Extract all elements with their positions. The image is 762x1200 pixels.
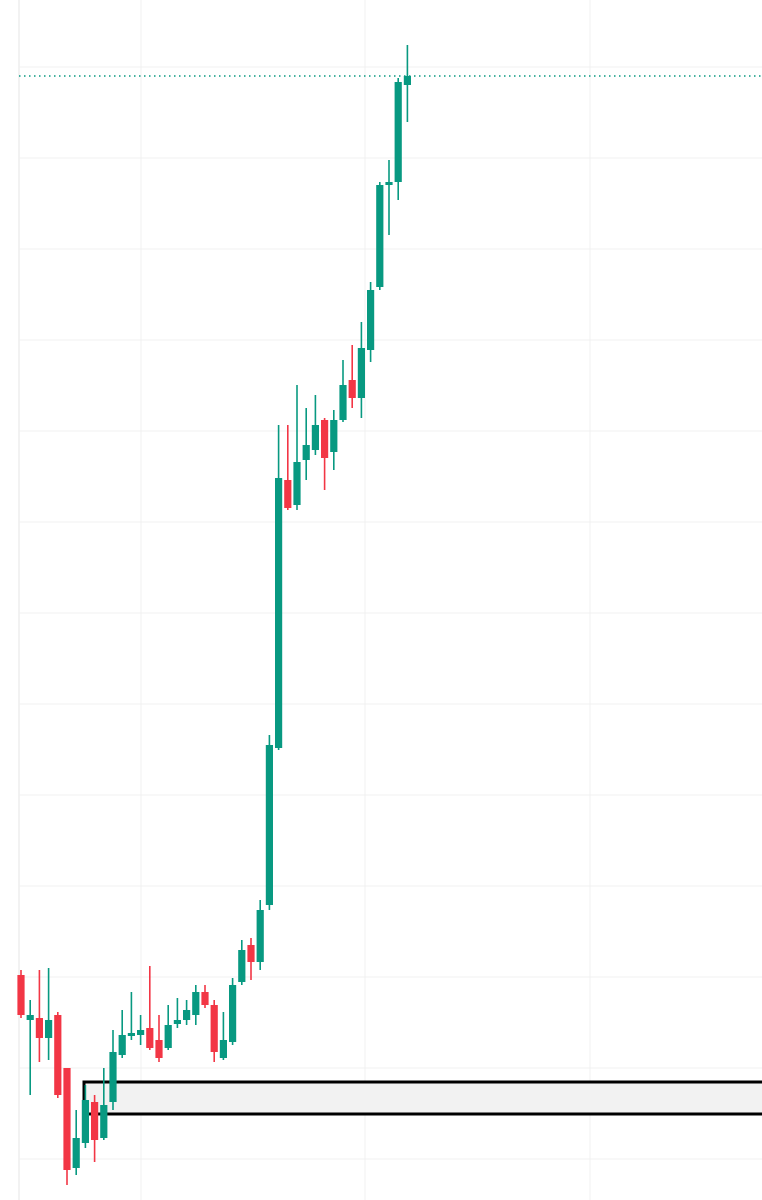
candle-body (275, 478, 283, 748)
candle-body (137, 1030, 145, 1035)
candle-body (164, 1025, 172, 1048)
candle-body (219, 1040, 227, 1058)
candle-body (256, 910, 264, 962)
candle-body (118, 1035, 126, 1055)
candle-body (183, 1010, 191, 1020)
candle-body (173, 1020, 181, 1024)
candle-body (26, 1015, 34, 1020)
candle-body (35, 1018, 43, 1038)
candle-body (302, 445, 310, 460)
candle-body (265, 745, 273, 905)
candle-body (45, 1020, 53, 1038)
candle-body (210, 1005, 218, 1052)
candle-body (63, 1068, 71, 1170)
candle-body (357, 348, 365, 398)
candle-body (100, 1105, 108, 1138)
candle-body (330, 420, 338, 452)
candle-body (321, 420, 329, 458)
candle-body (109, 1052, 117, 1102)
candle-body (376, 185, 384, 287)
candle-body (367, 290, 375, 350)
candle-body (72, 1138, 80, 1168)
candle-body (81, 1100, 89, 1143)
candle-body (403, 76, 411, 85)
candle-body (146, 1028, 154, 1048)
zone (82, 1080, 762, 1116)
candle-body (192, 992, 200, 1015)
candle-body (247, 945, 255, 962)
candle-body (311, 425, 319, 450)
candle-body (284, 480, 292, 508)
candle-body (293, 462, 301, 505)
candle-body (155, 1040, 163, 1058)
candle-body (127, 1033, 135, 1036)
candle-body (54, 1015, 62, 1095)
candle-body (201, 992, 209, 1005)
candle-body (91, 1102, 99, 1140)
candle-body (17, 975, 25, 1015)
candle-body (229, 985, 237, 1042)
candle-body (339, 385, 347, 420)
candle-body (394, 82, 402, 182)
candle-body (348, 380, 356, 398)
candle-body (385, 182, 393, 185)
candle-body (238, 950, 246, 982)
